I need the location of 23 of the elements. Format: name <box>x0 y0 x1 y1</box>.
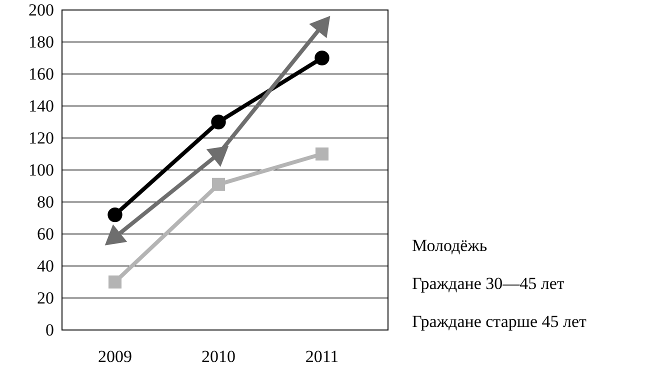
y-tick-label: 80 <box>37 192 54 212</box>
point <box>315 147 329 161</box>
y-tick-label: 60 <box>37 224 54 244</box>
x-tick-label: 2011 <box>305 347 339 365</box>
y-tick-label: 40 <box>37 256 54 276</box>
point <box>108 275 122 289</box>
point <box>108 207 122 222</box>
point <box>314 50 330 66</box>
point <box>212 178 226 191</box>
text: Граждане старше 45 лет <box>412 312 588 331</box>
y-tick-label: 140 <box>28 96 54 116</box>
text: Молодёжь <box>412 236 488 255</box>
y-tick-label: 20 <box>37 288 54 308</box>
y-tick-label: 180 <box>28 32 54 52</box>
y-tick-label: 160 <box>28 64 54 84</box>
x-tick-label: 2009 <box>98 347 132 365</box>
y-tick-label: 100 <box>28 160 54 180</box>
point <box>211 114 226 130</box>
text: Граждане 30—45 лет <box>412 274 565 293</box>
y-tick-label: 120 <box>28 128 54 148</box>
y-tick-label: 0 <box>46 320 54 340</box>
x-tick-label: 2010 <box>202 347 236 365</box>
y-tick-label: 200 <box>28 0 54 20</box>
